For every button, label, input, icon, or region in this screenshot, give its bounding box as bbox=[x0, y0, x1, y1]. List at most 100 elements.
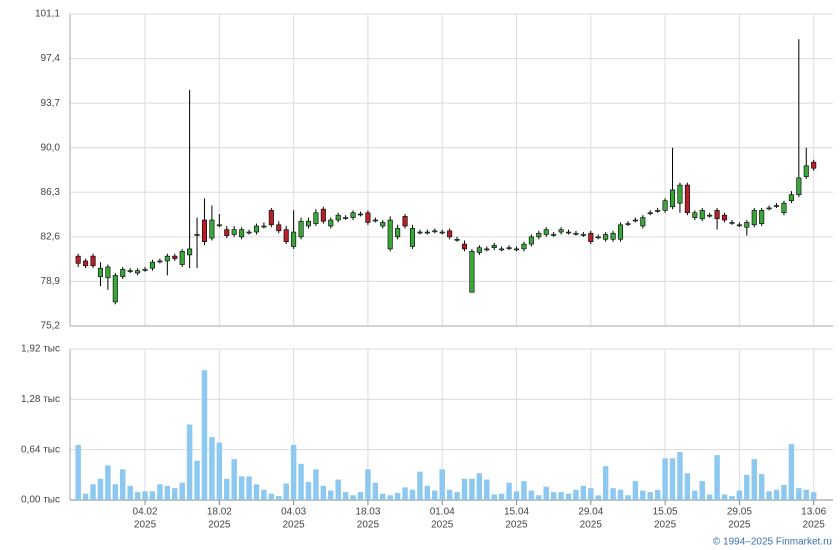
volume-bar bbox=[766, 491, 772, 500]
candle-body bbox=[253, 225, 260, 233]
candle-body bbox=[105, 266, 111, 279]
candle-body bbox=[699, 210, 705, 220]
candle-body bbox=[647, 212, 653, 215]
volume-bar bbox=[528, 490, 535, 500]
candle-body bbox=[395, 228, 401, 238]
volume-bar bbox=[328, 490, 334, 500]
candle-body bbox=[268, 210, 274, 226]
y-tick-label: 97,4 bbox=[41, 53, 61, 64]
volume-bar bbox=[357, 492, 364, 500]
candle-body bbox=[476, 247, 482, 253]
volume-bar bbox=[781, 485, 787, 500]
candle-body bbox=[313, 212, 319, 224]
x-tick-label: 15.05 bbox=[653, 507, 678, 518]
volume-bar bbox=[536, 495, 542, 500]
volume-bar bbox=[224, 478, 230, 500]
candle-body bbox=[75, 255, 81, 264]
volume-bar bbox=[550, 492, 557, 500]
candle-body bbox=[424, 231, 430, 234]
candle-body bbox=[781, 202, 787, 214]
candle-body bbox=[454, 238, 460, 241]
volume-bar bbox=[565, 493, 572, 500]
volume-bar bbox=[380, 493, 386, 500]
x-tick-year: 2025 bbox=[505, 520, 528, 531]
candle-body bbox=[261, 225, 267, 228]
volume-bar bbox=[149, 491, 156, 500]
volume-bar bbox=[350, 495, 356, 500]
candle-body bbox=[580, 234, 586, 236]
candle-body bbox=[201, 219, 208, 242]
volume-bar bbox=[157, 484, 163, 500]
x-tick-year: 2025 bbox=[654, 520, 677, 531]
volume-bar bbox=[677, 452, 683, 500]
candle-body bbox=[811, 161, 817, 169]
x-tick-year: 2025 bbox=[134, 520, 157, 531]
volume-bar bbox=[394, 492, 401, 500]
y-tick-label: 93,7 bbox=[41, 98, 61, 109]
candle-body bbox=[558, 229, 564, 233]
volume-bar bbox=[112, 484, 119, 500]
y-tick-label: 90,0 bbox=[41, 142, 61, 153]
volume-bar bbox=[788, 444, 795, 500]
x-tick-year: 2025 bbox=[728, 520, 751, 531]
x-tick-label: 04.02 bbox=[133, 507, 158, 518]
candle-body bbox=[684, 184, 690, 214]
candle-body bbox=[506, 247, 512, 249]
volume-bar bbox=[699, 481, 705, 500]
volume-bar bbox=[498, 493, 505, 500]
volume-bar bbox=[796, 488, 802, 500]
volume-bar bbox=[580, 485, 587, 500]
x-tick-year: 2025 bbox=[431, 520, 454, 531]
candle-body bbox=[714, 210, 720, 220]
x-tick-label: 04.03 bbox=[281, 507, 306, 518]
volume-bar bbox=[476, 473, 483, 500]
volume-bar bbox=[432, 490, 438, 500]
volume-bar bbox=[253, 484, 260, 500]
volume-bar bbox=[90, 484, 96, 500]
volume-bar bbox=[647, 492, 653, 500]
candle-body bbox=[142, 269, 148, 271]
candle-body bbox=[751, 210, 757, 226]
candle-body bbox=[387, 219, 393, 250]
candle-body bbox=[239, 229, 245, 238]
volume-bar bbox=[692, 490, 698, 500]
candle-body bbox=[796, 177, 802, 195]
volume-bar bbox=[744, 474, 750, 500]
volume-bar bbox=[803, 489, 809, 500]
volume-bar bbox=[469, 478, 475, 500]
volume-bar bbox=[305, 481, 312, 500]
candle-body bbox=[365, 212, 371, 223]
volume-bar bbox=[201, 370, 208, 500]
candle-body bbox=[707, 214, 713, 217]
candle-body bbox=[588, 232, 594, 242]
candle-body bbox=[209, 219, 215, 239]
candle-body bbox=[632, 219, 638, 222]
candle-body bbox=[291, 231, 297, 247]
volume-bar bbox=[120, 469, 126, 500]
volume-bar bbox=[610, 488, 616, 500]
volume-bar bbox=[283, 483, 289, 500]
volume-bar bbox=[172, 488, 178, 500]
volume-bar bbox=[97, 478, 104, 500]
candle-body bbox=[610, 232, 616, 240]
candle-body bbox=[120, 269, 126, 277]
volume-bar bbox=[186, 424, 193, 500]
volume-bar bbox=[82, 493, 89, 500]
candle-body bbox=[157, 260, 163, 263]
volume-bar bbox=[424, 485, 431, 500]
candle-body bbox=[298, 220, 304, 238]
volume-bar bbox=[164, 485, 171, 500]
x-tick-year: 2025 bbox=[803, 520, 826, 531]
volume-bar bbox=[268, 493, 275, 500]
x-tick-label: 15.04 bbox=[504, 507, 529, 518]
candle-body bbox=[432, 230, 438, 233]
volume-bar bbox=[194, 460, 200, 500]
volume-bar bbox=[543, 486, 549, 500]
candle-body bbox=[722, 214, 728, 221]
y-tick-label: 78,9 bbox=[41, 276, 61, 287]
candle-body bbox=[759, 210, 765, 224]
candle-body bbox=[521, 243, 527, 250]
candle-body bbox=[380, 222, 386, 227]
copyright: © 1994–2025 Finmarket.ru bbox=[713, 537, 832, 548]
candle-body bbox=[224, 229, 230, 236]
